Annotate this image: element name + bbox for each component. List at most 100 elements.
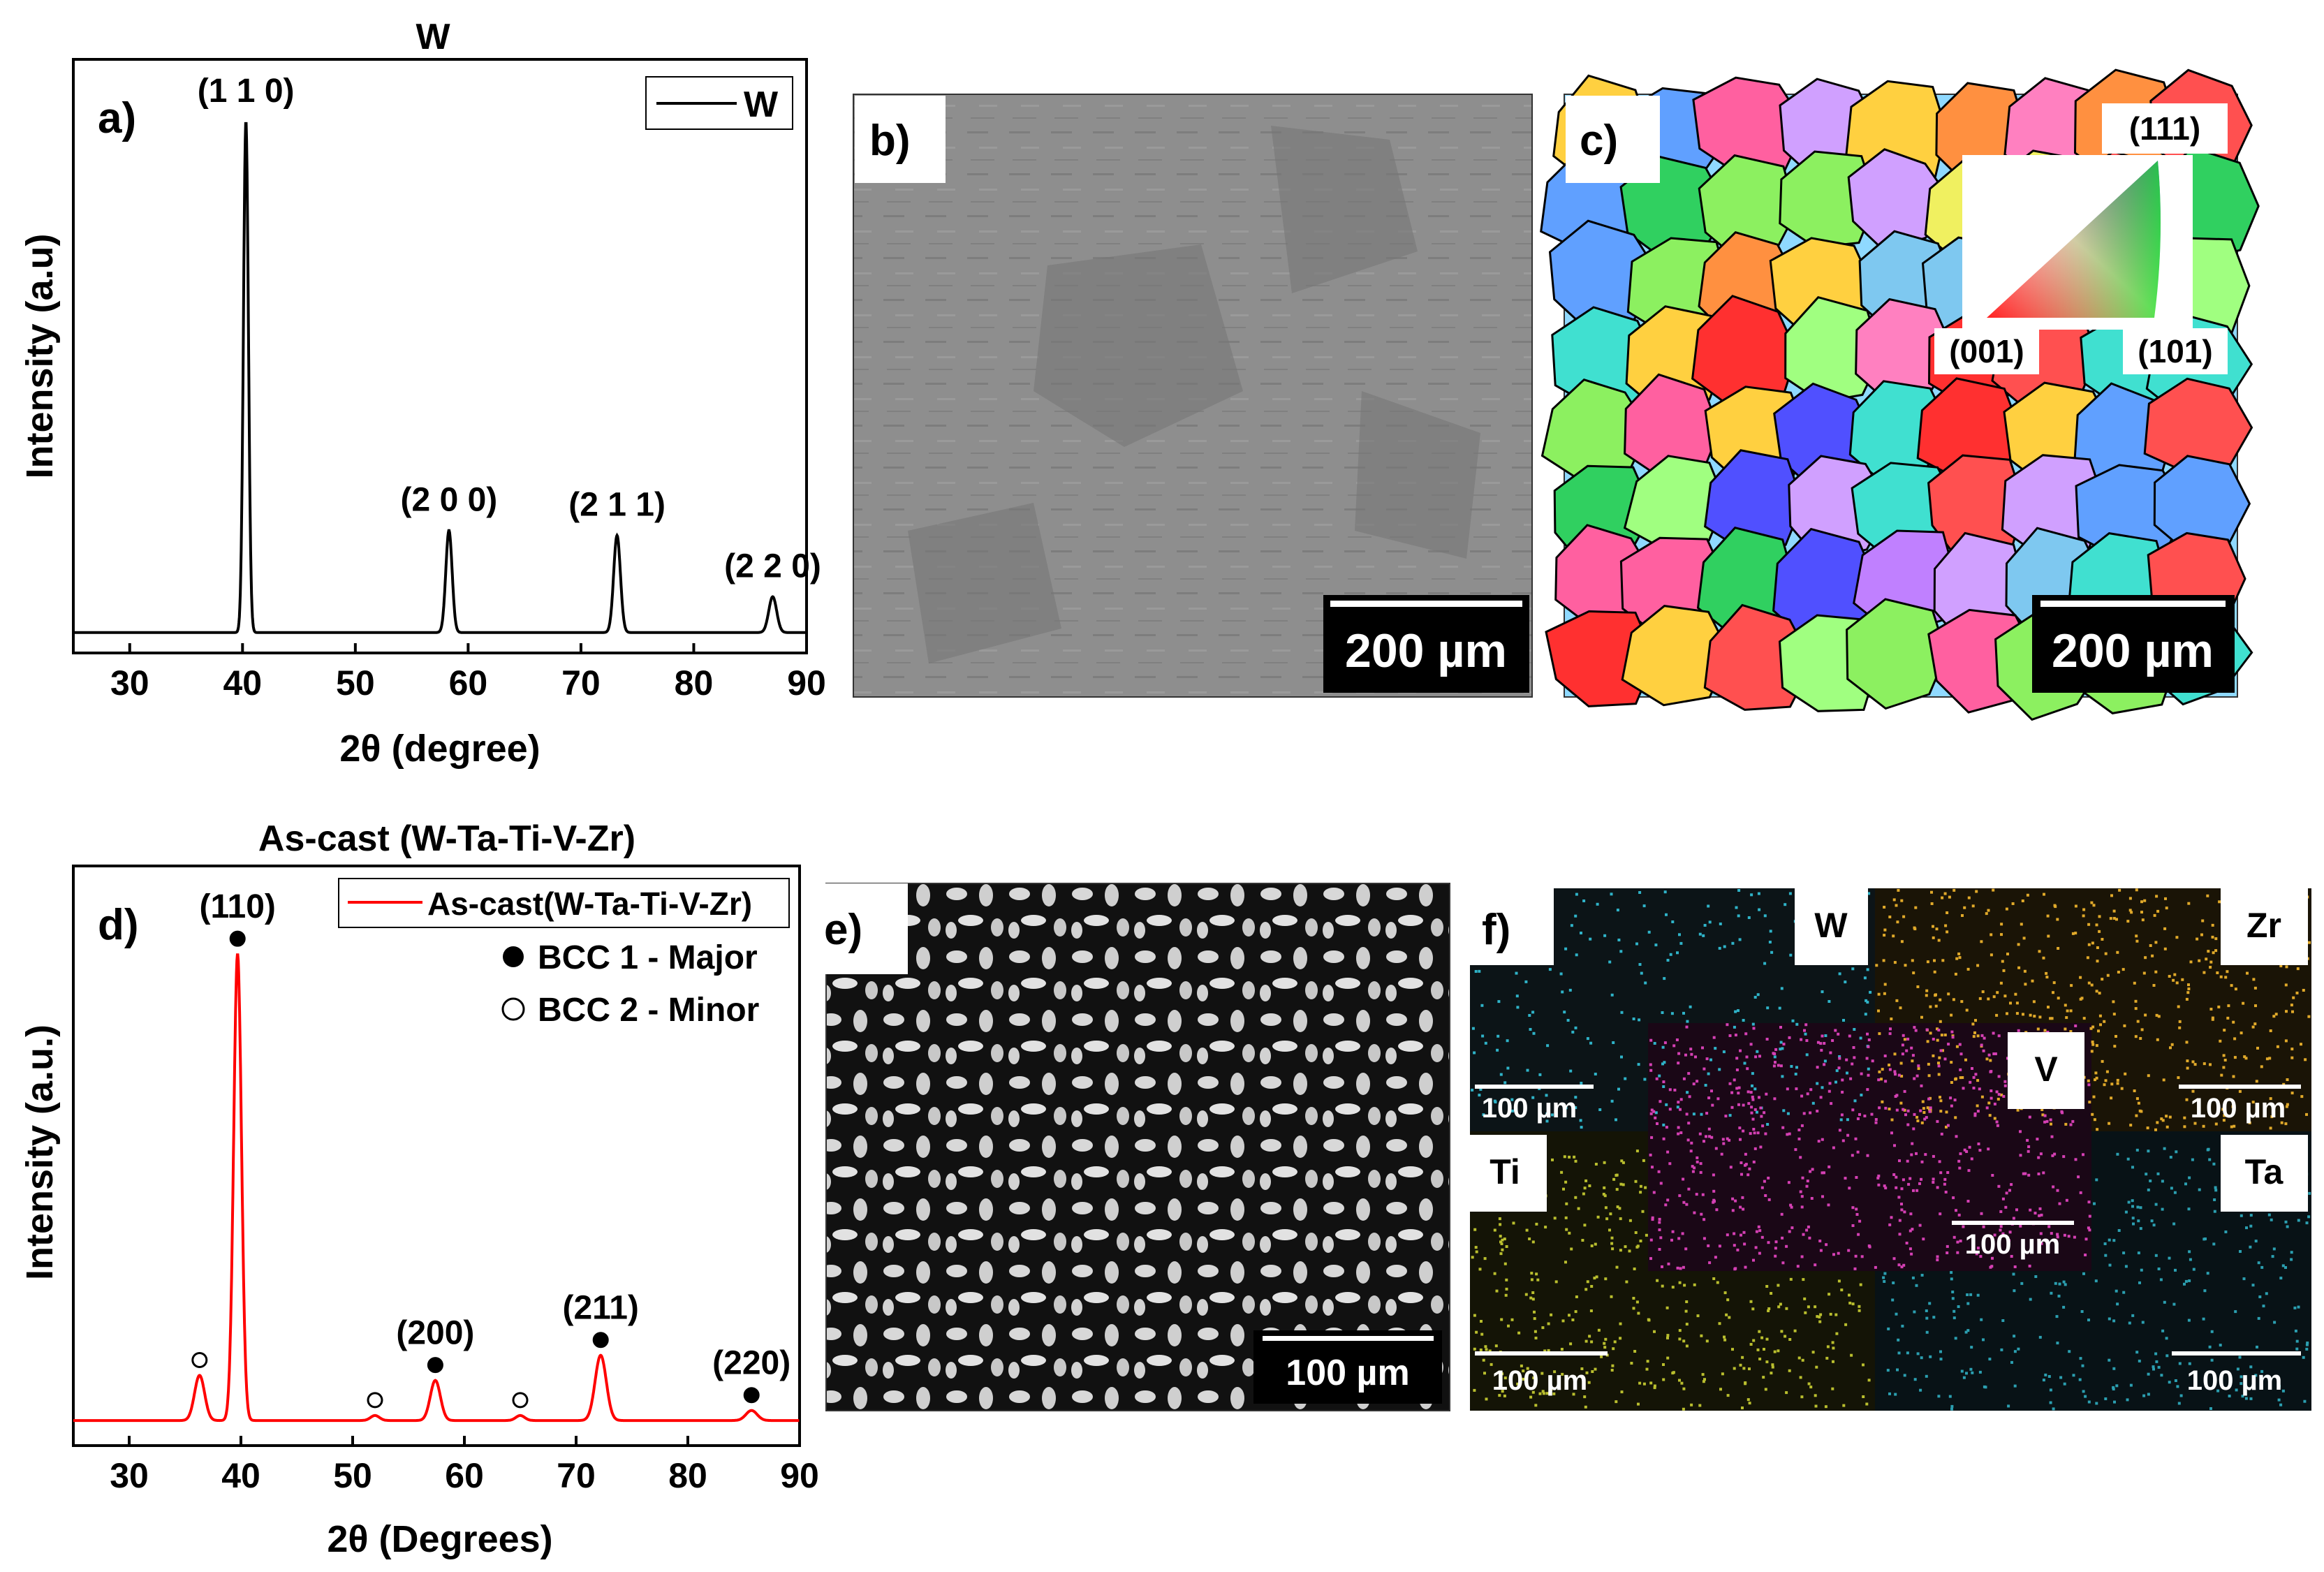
eds-dot <box>2185 997 2189 1001</box>
eds-dot <box>1652 1191 1656 1194</box>
eds-dot <box>1997 1093 2001 1096</box>
eds-dot <box>1983 1385 1986 1388</box>
eds-dot <box>1805 1228 1809 1232</box>
eds-dot <box>1682 1339 1686 1343</box>
eds-dot <box>1753 1147 1757 1150</box>
eds-dot <box>1575 892 1578 896</box>
eds-label-v: V <box>2034 1050 2058 1089</box>
eds-dot <box>2014 992 2017 996</box>
eds-dot <box>2191 1060 2195 1064</box>
eds-dot <box>1763 1180 1766 1183</box>
eds-dot <box>2149 1180 2152 1182</box>
eds-dot <box>1950 1404 1954 1408</box>
eds-dot <box>1698 932 1702 936</box>
eds-dot <box>1690 1141 1693 1145</box>
eds-dot <box>1910 1252 1913 1256</box>
eds-dot <box>1939 1171 1943 1175</box>
eds-dot <box>1929 1106 1932 1110</box>
eds-dot <box>1690 1052 1693 1056</box>
eds-dot <box>1878 1032 1881 1036</box>
eds-dot <box>1946 930 1949 934</box>
eds-dot <box>1670 1012 1674 1015</box>
eds-dot <box>2238 1089 2242 1093</box>
eds-dot <box>1827 1165 1831 1168</box>
eds-dot <box>1676 951 1679 955</box>
eds-dot <box>1568 1155 1571 1159</box>
eds-dot <box>1976 1110 1980 1113</box>
eds-dot <box>2126 1398 2129 1402</box>
eds-dot <box>1638 1018 1641 1022</box>
eds-dot <box>1748 1167 1751 1170</box>
eds-dot <box>1751 1084 1753 1087</box>
eds-dot <box>1821 1138 1824 1141</box>
eds-dot <box>1982 1338 1985 1342</box>
eds-dot <box>1760 1235 1764 1239</box>
eds-dot <box>1718 1322 1721 1325</box>
eds-dot <box>2007 1404 2010 1408</box>
eds-dot <box>1529 1395 1533 1399</box>
eds-dot <box>1957 1213 1961 1217</box>
eds-dot <box>1685 1203 1689 1206</box>
eds-dot <box>1790 1205 1793 1209</box>
eds-dot <box>2260 1065 2263 1068</box>
eds-dot <box>1619 1322 1622 1325</box>
eds-dot <box>1515 971 1518 975</box>
eds-dot <box>1748 1402 1751 1405</box>
eds-dot <box>1649 1063 1652 1066</box>
eds-dot <box>2010 1360 2013 1364</box>
eds-dot <box>1562 1187 1565 1191</box>
eds-dot <box>1893 961 1897 964</box>
eds-dot <box>1821 1171 1824 1175</box>
eds-dot <box>2127 1200 2131 1204</box>
eds-dot <box>1544 1226 1547 1229</box>
eds-dot <box>1615 1400 1618 1404</box>
eds-dot <box>1510 1318 1514 1321</box>
eds-dot <box>2260 1369 2264 1373</box>
eds-dot <box>2109 917 2112 920</box>
eds-dot <box>2087 1083 2091 1087</box>
eds-dot <box>1763 1348 1765 1351</box>
eds-dot <box>2155 1360 2158 1363</box>
eds-dot <box>1912 1189 1915 1192</box>
eds-dot <box>1731 941 1735 945</box>
eds-dot <box>1848 1187 1851 1190</box>
eds-dot <box>1531 1390 1535 1394</box>
eds-dot <box>1543 1349 1547 1353</box>
eds-dot <box>1744 1382 1747 1386</box>
eds-dot <box>1534 1404 1538 1407</box>
eds-dot <box>2130 911 2133 914</box>
eds-dot <box>1999 1228 2002 1232</box>
eds-dot <box>2154 941 2158 944</box>
eds-dot <box>2206 894 2209 897</box>
eds-dot <box>1965 1008 1969 1012</box>
eds-dot <box>1777 1305 1781 1309</box>
eds-dot <box>2059 1376 2063 1379</box>
eds-dot <box>1677 1132 1680 1136</box>
eds-dot <box>2019 1130 2022 1133</box>
eds-dot <box>1478 1094 1481 1097</box>
eds-dot <box>2052 1185 2055 1189</box>
eds-dot <box>1596 902 1599 906</box>
eds-dot <box>1564 1180 1568 1184</box>
eds-dot <box>1500 1318 1503 1321</box>
eds-dot <box>1574 1159 1577 1163</box>
eds-dot <box>1898 1159 1901 1163</box>
eds-dot <box>2242 1277 2246 1281</box>
eds-dot <box>1481 1034 1485 1038</box>
eds-dot <box>2290 1048 2294 1051</box>
eds-dot <box>1763 1111 1766 1115</box>
eds-dot <box>1632 1018 1635 1020</box>
eds-dot <box>1737 889 1741 892</box>
eds-dot <box>1656 1122 1659 1125</box>
eds-dot <box>1666 1334 1670 1337</box>
eds-dot <box>1994 1052 1997 1055</box>
eds-dot <box>2077 1175 2080 1179</box>
eds-dot <box>1782 1109 1786 1112</box>
eds-dot <box>1950 1407 1953 1411</box>
eds-dot <box>1846 1133 1850 1137</box>
eds-dot <box>2231 1105 2235 1108</box>
eds-dot <box>1799 1190 1802 1193</box>
eds-dot <box>2134 1007 2138 1011</box>
eds-dot <box>2055 1248 2059 1251</box>
eds-dot <box>1808 1236 1811 1240</box>
